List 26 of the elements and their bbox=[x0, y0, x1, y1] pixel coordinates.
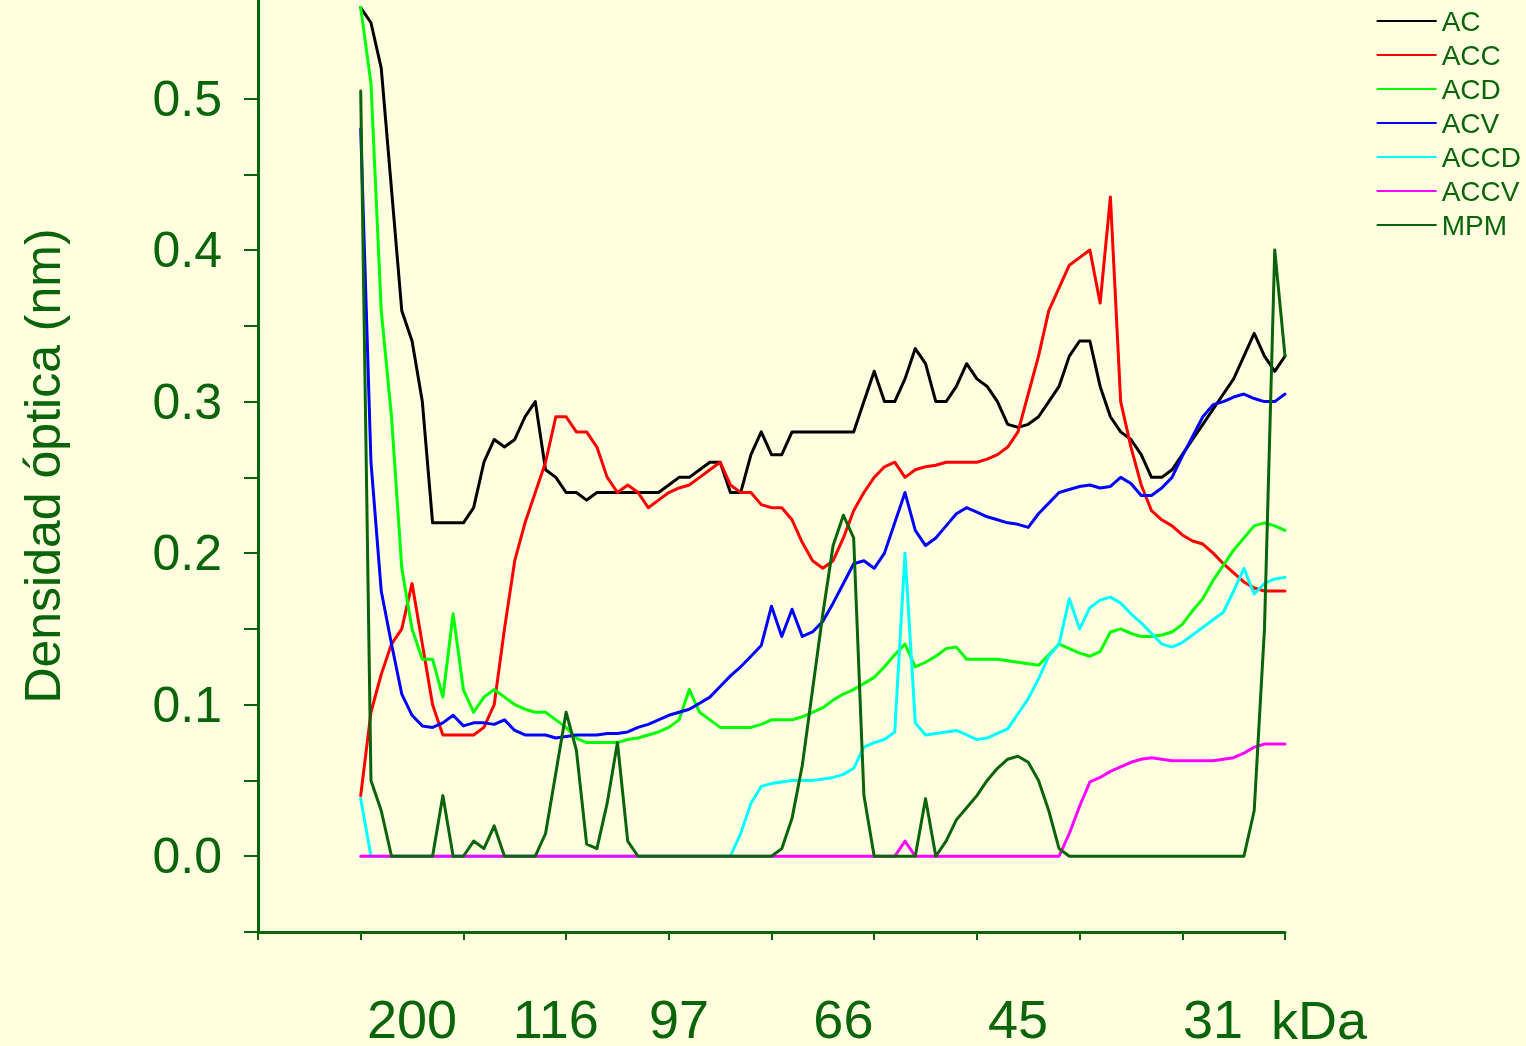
y-axis-title: Densidad óptica (nm) bbox=[15, 228, 71, 704]
y-tick-label: 0.1 bbox=[152, 676, 222, 733]
legend-label: AC bbox=[1441, 5, 1481, 37]
legend-label: ACD bbox=[1441, 73, 1501, 105]
line-series bbox=[359, 6, 1287, 745]
line-series bbox=[359, 195, 1287, 798]
legend-label: MPM bbox=[1441, 209, 1507, 241]
x-tick-label: 45 bbox=[987, 989, 1049, 1046]
legend-label: ACV bbox=[1441, 107, 1500, 139]
y-tick-label: 0.5 bbox=[152, 70, 222, 127]
y-tick-label: 0.4 bbox=[152, 222, 222, 279]
line-series bbox=[359, 127, 1287, 740]
x-tick-label: 97 bbox=[649, 989, 710, 1046]
x-tick-label: 200 bbox=[367, 989, 458, 1046]
x-tick-label: 116 bbox=[512, 989, 599, 1046]
legend-label: ACCV bbox=[1441, 175, 1520, 207]
y-tick-label: 0.2 bbox=[152, 525, 222, 582]
y-tick-label: 0.0 bbox=[152, 828, 222, 885]
x-tick-label: 31 bbox=[1183, 989, 1244, 1046]
x-axis-title: kDa bbox=[1271, 990, 1368, 1046]
legend-label: ACCD bbox=[1441, 141, 1522, 173]
line-series bbox=[359, 6, 1287, 525]
legend-label: ACC bbox=[1441, 39, 1501, 71]
x-tick-label: 66 bbox=[813, 989, 874, 1046]
line-series bbox=[359, 89, 1287, 858]
y-tick-label: 0.3 bbox=[152, 373, 222, 430]
